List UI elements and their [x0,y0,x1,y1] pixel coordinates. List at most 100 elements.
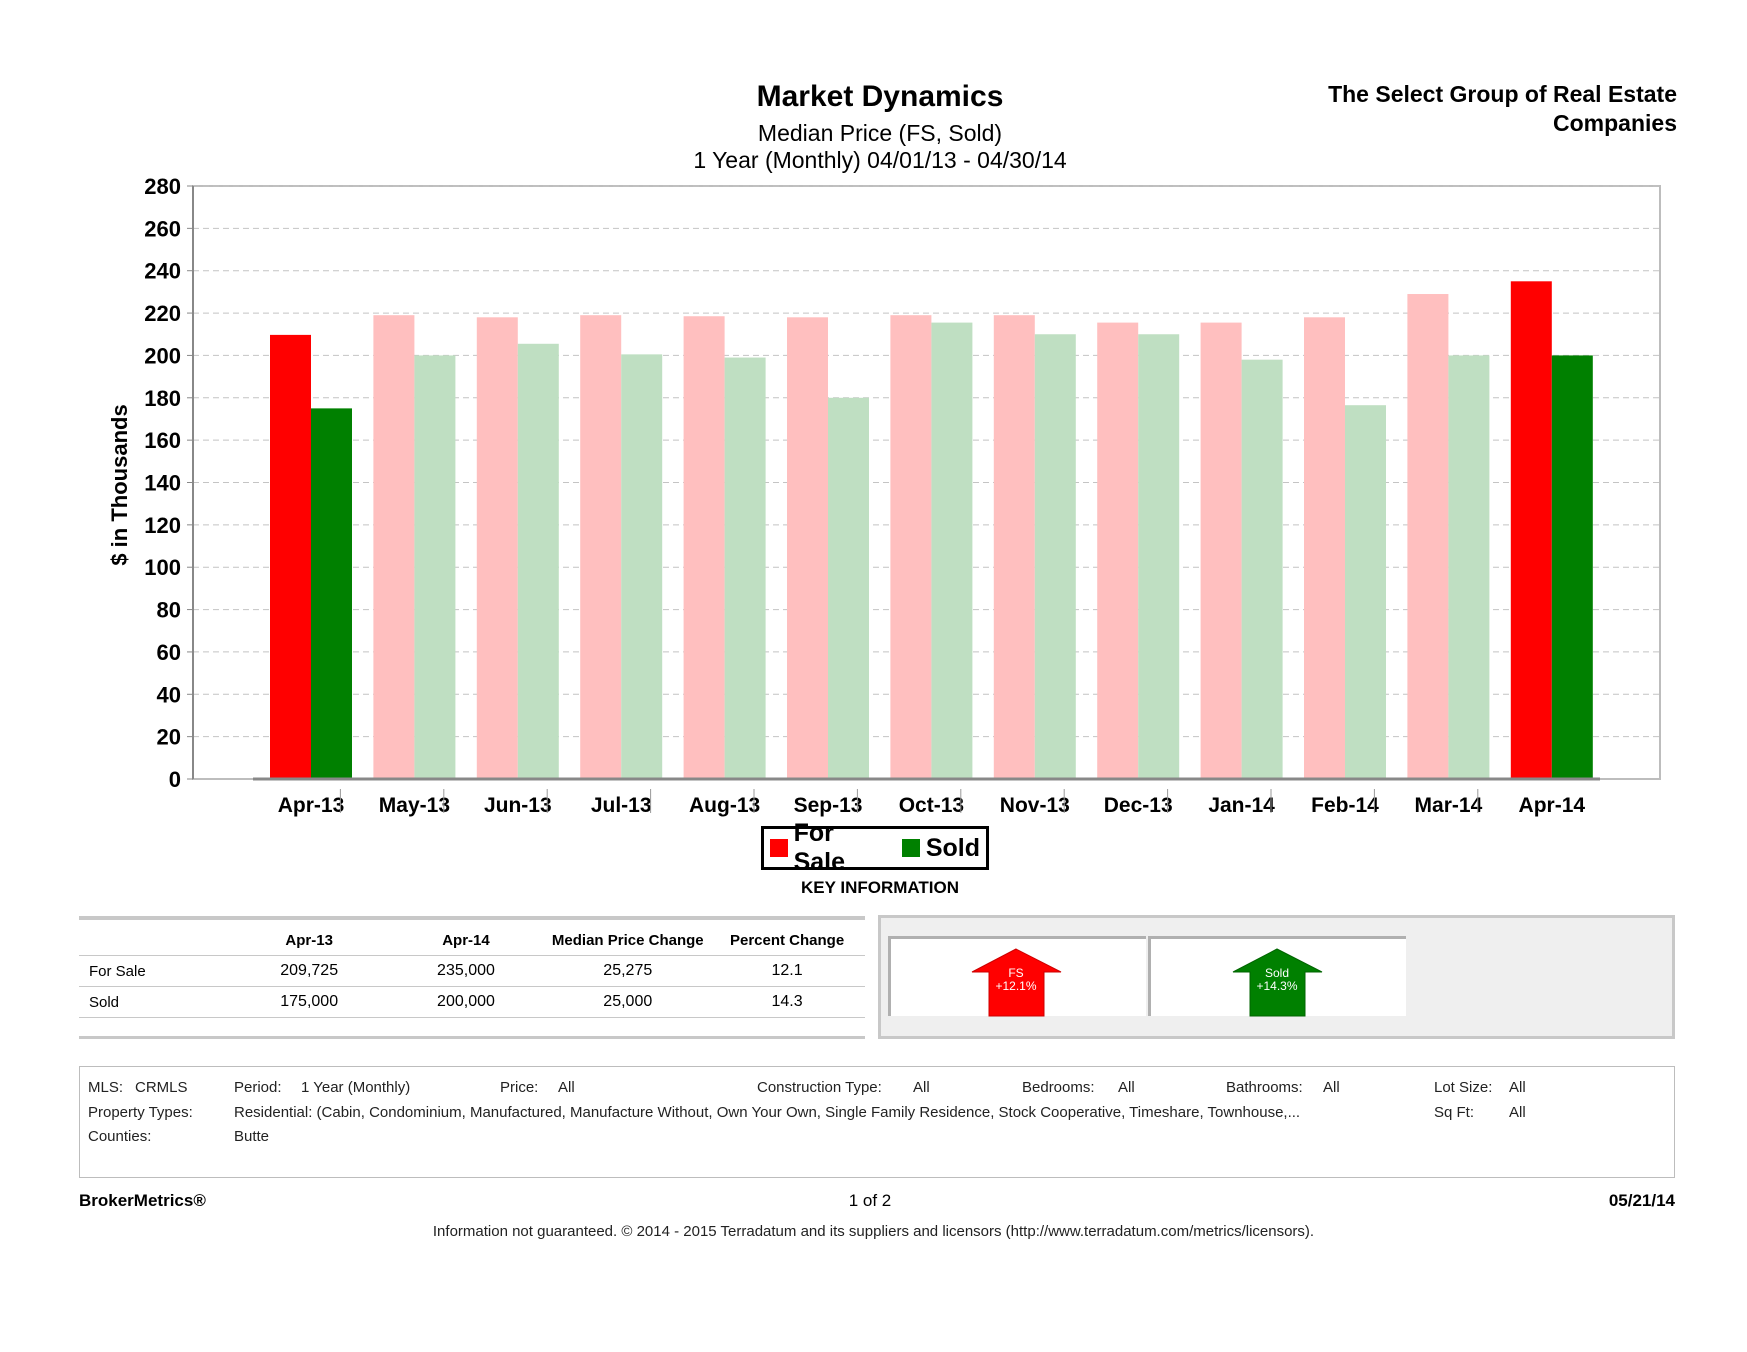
legend-sold-swatch [901,839,920,857]
stats-header-row: Apr-13 Apr-14 Median Price Change Percen… [79,916,865,956]
bar-for-sale [890,315,932,779]
mls-label: MLS: [88,1079,124,1096]
bar-for-sale [683,316,725,779]
fs-arrow-label: FS +12.1% [986,967,1046,993]
key-information-heading: KEY INFORMATION [800,878,960,897]
counties-label: Counties: [88,1128,152,1145]
y-axis-label: $ in Thousands [107,404,132,565]
bar-for-sale [580,315,622,779]
construction-value: All [913,1079,930,1096]
row-label: Sold [79,986,231,1018]
cell: 14.3 [711,986,863,1018]
y-tick-label: 60 [157,640,181,665]
bar-sold [1551,355,1593,779]
x-tick-label: Sep-13 [794,794,863,817]
fs-arrow-card: FS +12.1% [888,936,1146,1017]
cell: 25,275 [544,955,712,987]
legend-for-sale-swatch [770,839,788,857]
company-name: The Select Group of Real Estate Companie… [1328,81,1677,136]
lot-size-label: Lot Size: [1434,1079,1493,1096]
sold-up-arrow-icon [1232,948,1323,1017]
bar-sold [1448,355,1490,779]
y-tick-label: 140 [144,471,181,496]
legend-sold-label: Sold [925,833,980,862]
fs-up-arrow-icon [971,948,1062,1017]
bar-for-sale [1097,322,1139,779]
legend-sold: Sold [901,833,980,863]
bar-for-sale [993,315,1035,779]
bar-for-sale [1510,281,1552,779]
stats-header-median-change: Median Price Change [544,916,712,956]
bathrooms-value: All [1323,1079,1340,1096]
bedrooms-value: All [1118,1079,1135,1096]
stats-header-apr14: Apr-14 [387,916,545,956]
stats-divider [79,1036,865,1039]
y-tick-label: 100 [144,555,181,580]
y-tick-label: 260 [144,216,181,241]
stats-header-pad [863,916,865,956]
x-tick-label: Jan-14 [1208,794,1275,817]
bar-sold [1138,334,1180,779]
y-tick-label: 200 [144,343,181,368]
y-tick-label: 220 [144,301,181,326]
bathrooms-label: Bathrooms: [1226,1079,1303,1096]
y-tick-label: 280 [144,174,181,199]
property-types-label: Property Types: [88,1104,193,1121]
sqft-label: Sq Ft: [1434,1104,1475,1121]
y-tick-label: 180 [144,386,181,411]
chart-subtitle: Median Price (FS, Sold) [757,120,1003,146]
fs-arrow-value: +12.1% [995,979,1037,993]
x-tick-label: Jun-13 [484,794,552,817]
stats-header-blank [79,916,231,956]
cell: 12.1 [711,955,863,987]
cell: 235,000 [387,955,545,987]
sold-arrow-title: Sold [1264,966,1290,980]
x-tick-label: Apr-14 [1519,794,1586,817]
x-tick-label: May-13 [379,794,450,817]
disclaimer: Information not guaranteed. © 2014 - 201… [432,1223,1315,1240]
period-label: Period: [234,1079,282,1096]
bar-sold [724,357,766,779]
x-tick-label: Feb-14 [1311,794,1379,817]
cell: 200,000 [387,986,545,1018]
y-tick-label: 160 [144,428,181,453]
brand-name: BrokerMetrics® [79,1191,206,1210]
table-row: For Sale 209,725 235,000 25,275 12.1 [79,955,865,987]
x-tick-label: Mar-14 [1415,794,1483,817]
bar-sold [1345,405,1386,779]
legend-for-sale: For Sale [770,819,890,877]
cell-pad [863,986,865,1018]
fs-arrow-title: FS [1008,966,1024,980]
sold-arrow-label: Sold +14.3% [1247,967,1307,993]
x-tick-label: Nov-13 [1000,794,1070,817]
y-tick-label: 0 [169,767,181,792]
stats-header-apr13: Apr-13 [230,916,388,956]
bar-for-sale [1304,317,1345,779]
lot-size-value: All [1509,1079,1526,1096]
legend-for-sale-label: For Sale [793,819,845,876]
bar-for-sale [1200,322,1242,779]
period-value: 1 Year (Monthly) [301,1079,411,1096]
sold-arrow-value: +14.3% [1256,979,1298,993]
price-label: Price: [500,1079,539,1096]
row-label: For Sale [79,955,231,987]
x-tick-label: Apr-13 [278,794,345,817]
table-row: Sold 175,000 200,000 25,000 14.3 [79,986,865,1018]
cell-pad [863,955,865,987]
stats-table: Apr-13 Apr-14 Median Price Change Percen… [79,916,865,1018]
mls-value: CRMLS [135,1079,188,1096]
counties-value: Butte [234,1128,270,1145]
x-tick-label: Oct-13 [899,794,964,817]
bar-sold [517,343,559,779]
report-date: 05/21/14 [1608,1191,1675,1210]
construction-label: Construction Type: [757,1079,882,1096]
bar-sold [1034,334,1076,779]
price-value: All [558,1079,575,1096]
x-tick-label: Jul-13 [591,794,652,817]
bar-sold [1241,359,1283,779]
bar-sold [311,408,352,779]
bar-for-sale [787,317,828,779]
cell: 175,000 [230,986,388,1018]
chart-period: 1 Year (Monthly) 04/01/13 - 04/30/14 [693,147,1067,173]
bedrooms-label: Bedrooms: [1022,1079,1095,1096]
